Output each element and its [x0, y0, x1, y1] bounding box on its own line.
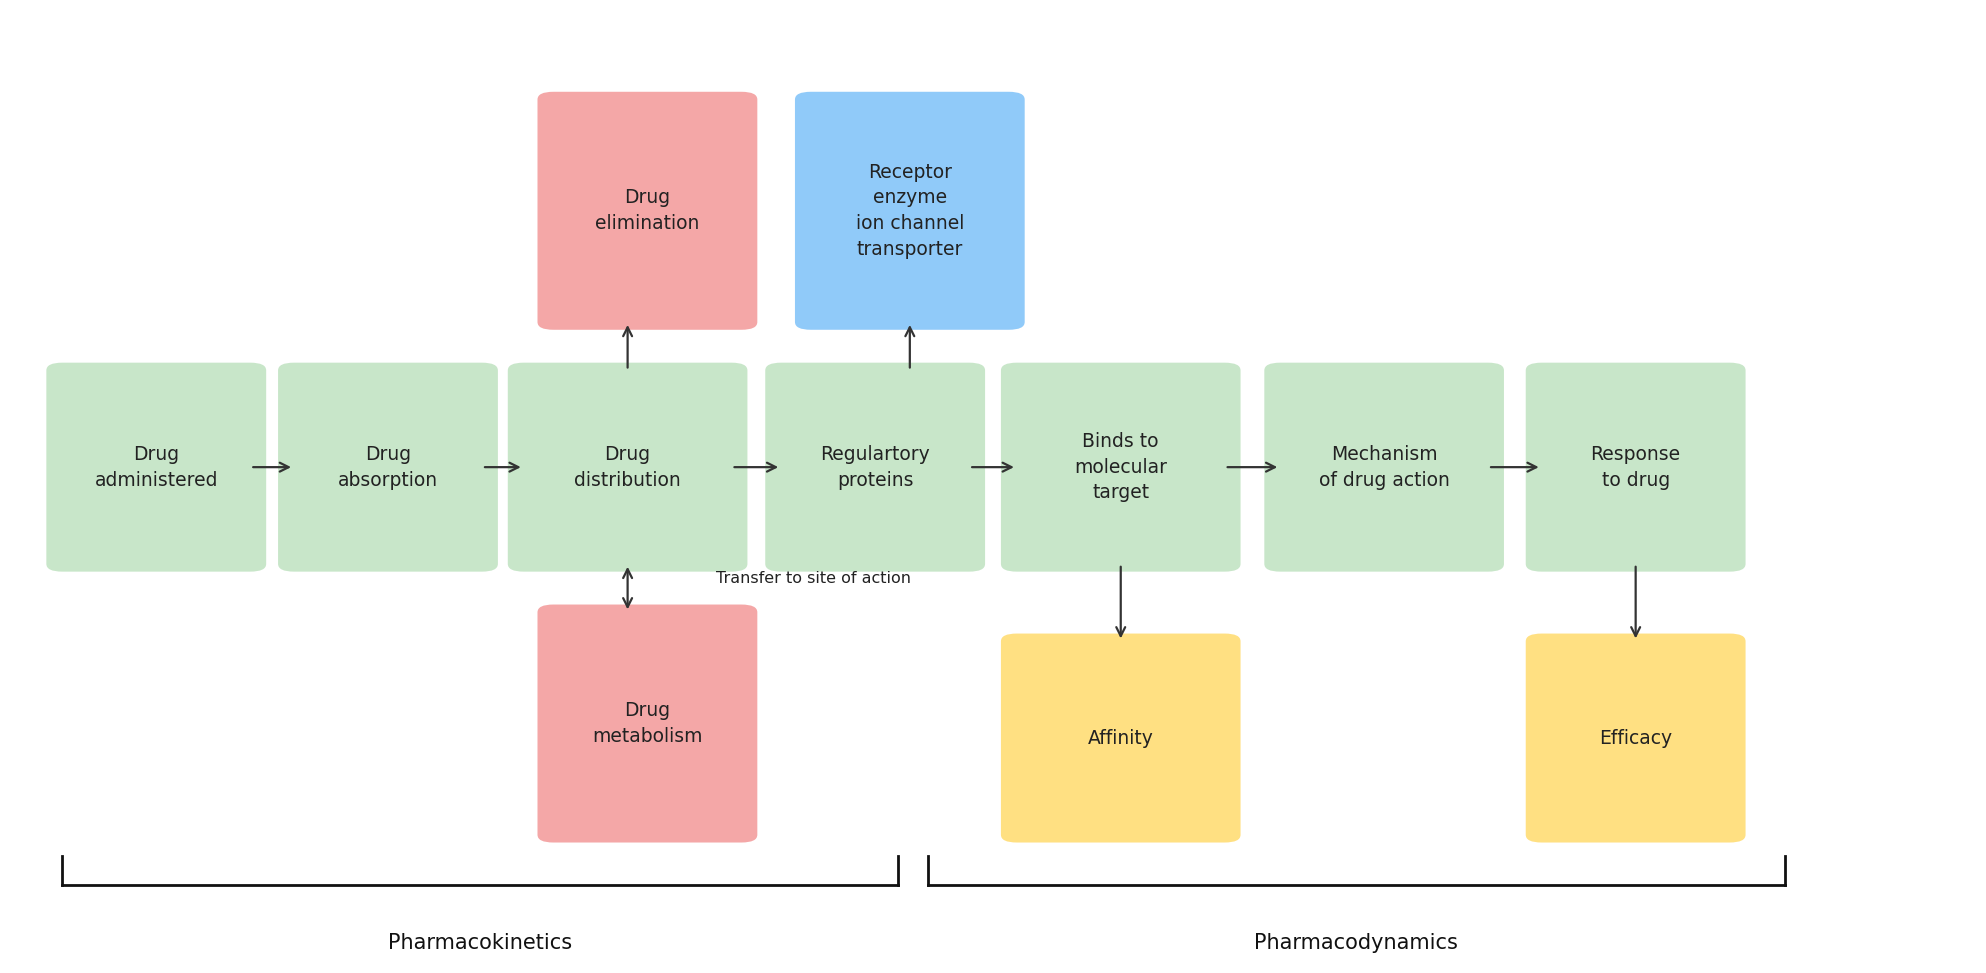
FancyBboxPatch shape: [1265, 363, 1503, 571]
FancyBboxPatch shape: [538, 604, 757, 843]
FancyBboxPatch shape: [278, 363, 498, 571]
FancyBboxPatch shape: [1525, 363, 1746, 571]
Text: Pharmacokinetics: Pharmacokinetics: [387, 933, 572, 954]
FancyBboxPatch shape: [1001, 633, 1241, 843]
FancyBboxPatch shape: [765, 363, 985, 571]
Text: Drug
metabolism: Drug metabolism: [592, 702, 703, 746]
Text: Efficacy: Efficacy: [1599, 729, 1672, 747]
Text: Receptor
enzyme
ion channel
transporter: Receptor enzyme ion channel transporter: [856, 162, 963, 259]
FancyBboxPatch shape: [794, 91, 1025, 330]
FancyBboxPatch shape: [538, 91, 757, 330]
Text: Drug
elimination: Drug elimination: [596, 189, 699, 234]
Text: Affinity: Affinity: [1088, 729, 1154, 747]
FancyBboxPatch shape: [508, 363, 747, 571]
Text: Binds to
molecular
target: Binds to molecular target: [1074, 432, 1168, 502]
Text: Drug
distribution: Drug distribution: [574, 445, 681, 489]
FancyBboxPatch shape: [1525, 633, 1746, 843]
FancyBboxPatch shape: [46, 363, 266, 571]
Text: Transfer to site of action: Transfer to site of action: [715, 571, 912, 586]
Text: Response
to drug: Response to drug: [1591, 445, 1680, 489]
Text: Regulartory
proteins: Regulartory proteins: [820, 445, 929, 489]
Text: Mechanism
of drug action: Mechanism of drug action: [1319, 445, 1450, 489]
FancyBboxPatch shape: [1001, 363, 1241, 571]
Text: Drug
administered: Drug administered: [95, 445, 218, 489]
Text: Drug
absorption: Drug absorption: [338, 445, 439, 489]
Text: Pharmacodynamics: Pharmacodynamics: [1255, 933, 1458, 954]
